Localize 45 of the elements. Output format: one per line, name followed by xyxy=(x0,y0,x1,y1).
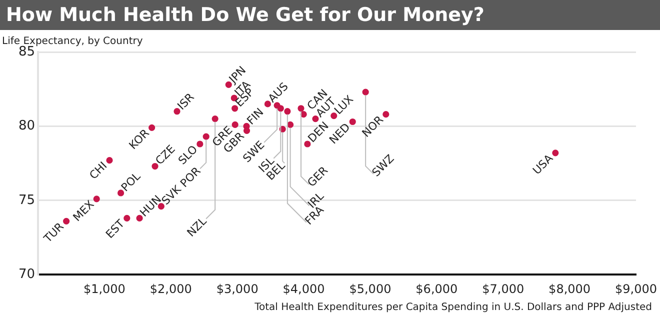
point xyxy=(202,133,210,140)
x-tick-label: $5,000 xyxy=(349,282,392,296)
point xyxy=(382,111,390,118)
x-tick-label: $8,000 xyxy=(548,282,591,296)
point xyxy=(117,190,124,196)
x-tick-label: $4,000 xyxy=(282,282,325,296)
y-tick-label: 80 xyxy=(18,118,35,134)
annotation: CHI xyxy=(86,159,110,182)
point xyxy=(106,157,113,164)
point xyxy=(349,118,356,126)
point xyxy=(277,105,284,112)
point xyxy=(243,127,250,134)
y-tick-label: 75 xyxy=(18,192,35,208)
point xyxy=(232,121,238,128)
point xyxy=(284,108,291,115)
annotation: TUR xyxy=(40,220,67,246)
point xyxy=(124,214,130,222)
y-tick-label: 70 xyxy=(18,266,35,282)
x-tick-label: $2,000 xyxy=(150,282,192,296)
point xyxy=(362,88,369,96)
x-tick-label: $6,000 xyxy=(416,282,458,296)
annotation: POL xyxy=(118,169,144,194)
x-tick-label: $3,000 xyxy=(216,282,258,296)
point xyxy=(148,124,156,131)
point xyxy=(286,121,294,128)
annotation: FIN xyxy=(244,106,266,128)
x-tick-label: $7,000 xyxy=(482,282,524,296)
point xyxy=(552,150,559,156)
annotation: ISR xyxy=(174,90,198,113)
point xyxy=(152,162,158,170)
x-axis-title: Total Health Expenditures per Capita Spending in U.S. Dollars and PPP Adjusted xyxy=(254,302,652,313)
point xyxy=(93,196,100,202)
chart-title: How Much Health Do We Get for Our Money? xyxy=(0,0,660,30)
annotation: SLO xyxy=(176,142,200,168)
x-tick-label: $9,000 xyxy=(615,282,658,296)
point xyxy=(196,140,204,148)
point xyxy=(63,218,70,224)
y-axis-title: Life Expectancy, by Country xyxy=(2,36,143,47)
annotation: GER xyxy=(304,164,331,190)
point xyxy=(212,115,218,122)
x-tick-label: $1,000 xyxy=(83,282,126,296)
annotation: NZL xyxy=(184,214,210,240)
y-tick-label: 85 xyxy=(18,44,35,60)
annotation: USA xyxy=(530,152,556,178)
point xyxy=(298,105,304,112)
